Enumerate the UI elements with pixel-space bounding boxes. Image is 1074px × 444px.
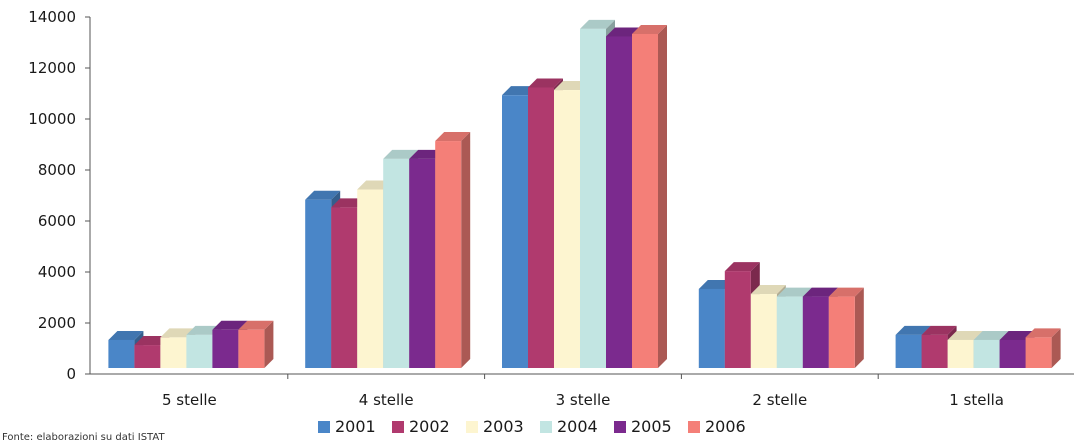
category-label: 5 stelle [162, 391, 217, 409]
bars [108, 19, 1061, 369]
bar [108, 330, 144, 368]
y-tick-label: 8000 [38, 161, 76, 179]
category-label: 4 stelle [359, 391, 414, 409]
legend-label: 2004 [557, 417, 598, 436]
bar [1025, 328, 1061, 368]
legend-item: 2006 [688, 417, 746, 436]
bar [238, 320, 274, 368]
legend: 2001 2002 2003 2004 2005 2006 [318, 417, 746, 436]
y-tick-label: 14000 [28, 8, 76, 26]
legend-swatch [318, 421, 330, 433]
y-tick-label: 0 [66, 365, 76, 383]
legend-swatch [392, 421, 404, 433]
legend-label: 2001 [335, 417, 376, 436]
category-label: 2 stelle [752, 391, 807, 409]
bar [999, 330, 1035, 368]
legend-item: 2005 [614, 417, 672, 436]
legend-swatch [466, 421, 478, 433]
legend-swatch [614, 421, 626, 433]
legend-label: 2005 [631, 417, 672, 436]
bar [435, 132, 471, 368]
bar [828, 287, 864, 368]
y-tick-label: 4000 [38, 263, 76, 281]
legend-item: 2001 [318, 417, 376, 436]
axes: 0 2000 4000 6000 8000 10000 12000 14000 5 stelle… [28, 8, 1074, 409]
bar [632, 24, 667, 368]
source-note: Fonte: elaborazioni su dati ISTAT [2, 432, 165, 443]
y-tick-label: 12000 [28, 59, 76, 77]
legend-label: 2002 [409, 417, 450, 436]
legend-swatch [688, 421, 700, 433]
legend-label: 2003 [483, 417, 524, 436]
category-label: 3 stelle [556, 391, 611, 409]
y-tick-label: 6000 [38, 212, 76, 230]
category-label: 1 stella [949, 391, 1004, 409]
legend-label: 2006 [705, 417, 746, 436]
y-tick-label: 2000 [38, 314, 76, 332]
y-tick-label: 10000 [28, 110, 76, 128]
legend-item: 2004 [540, 417, 598, 436]
legend-swatch [540, 421, 552, 433]
legend-item: 2002 [392, 417, 450, 436]
legend-item: 2003 [466, 417, 524, 436]
